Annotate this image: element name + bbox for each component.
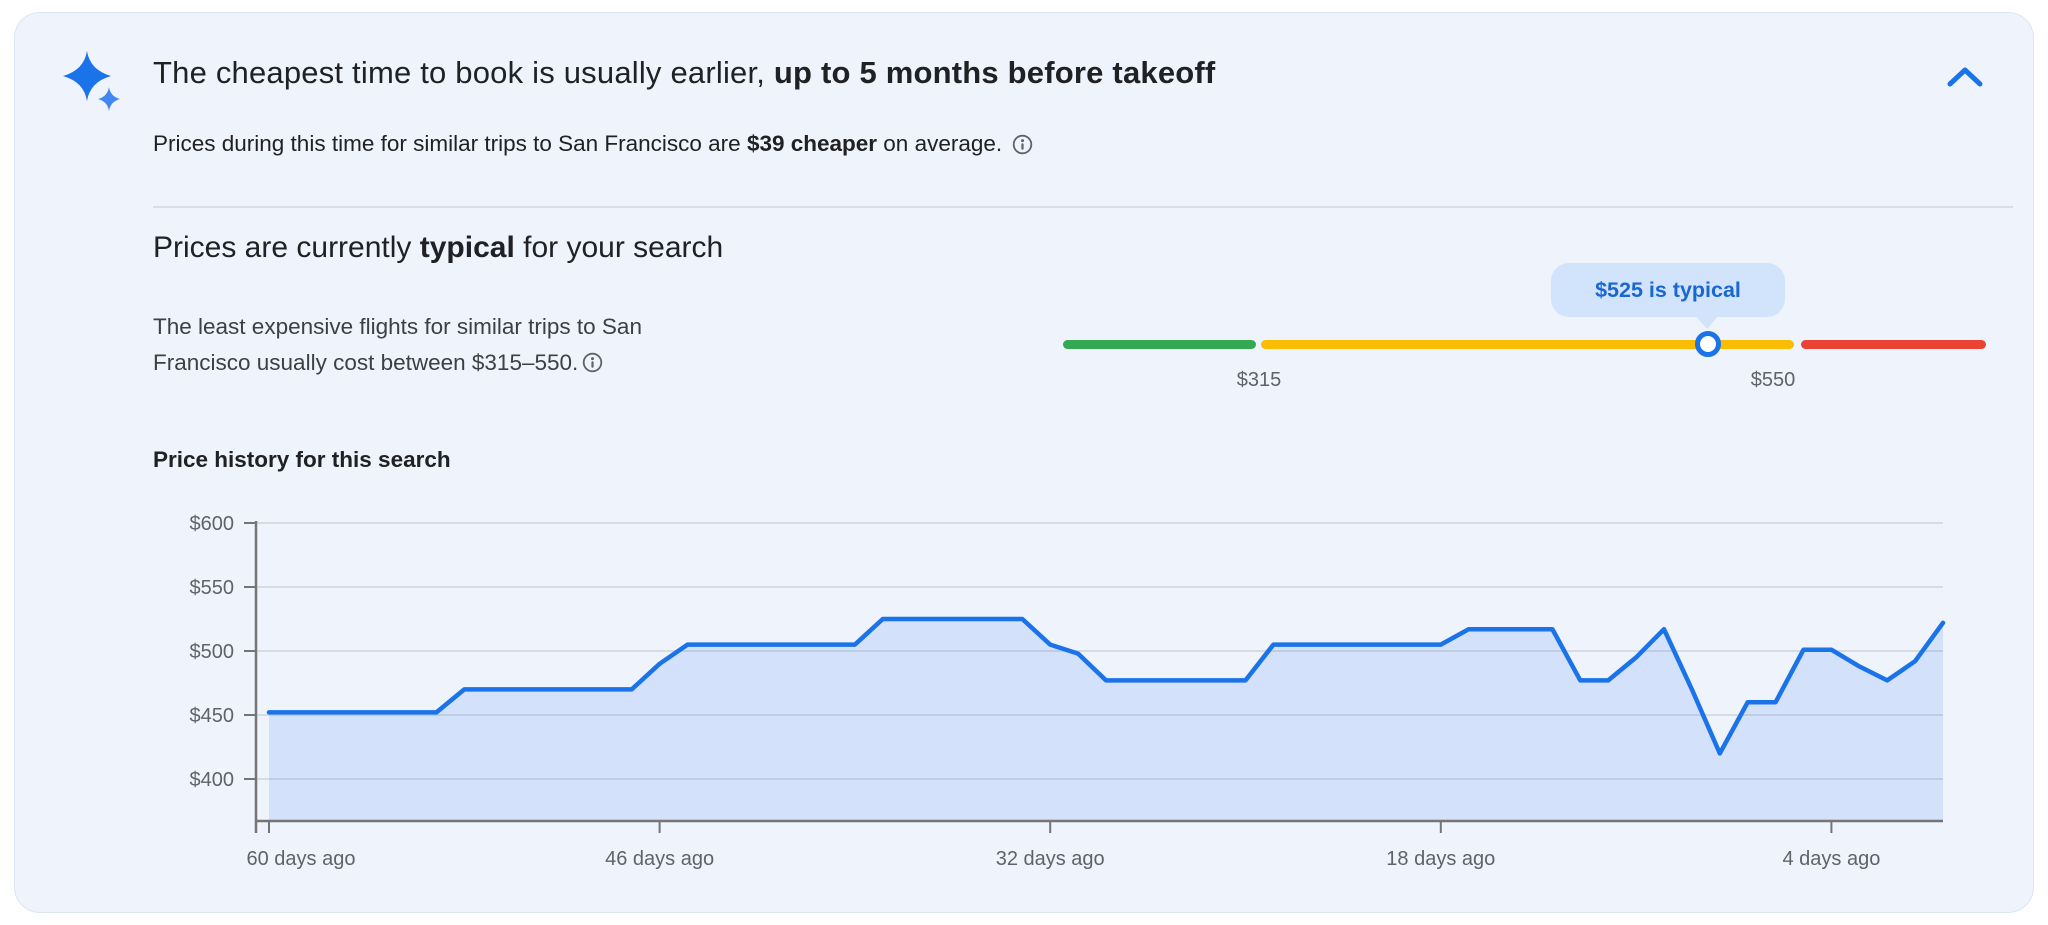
chevron-up-icon xyxy=(1947,67,1983,87)
subtitle-suffix: on average. xyxy=(877,131,1003,156)
current-price-marker xyxy=(1695,331,1721,357)
y-axis-label: $550 xyxy=(190,577,235,599)
divider xyxy=(153,206,2013,208)
heading-suffix: for your search xyxy=(514,231,724,264)
price-history-line xyxy=(266,616,1946,756)
subtitle-savings: $39 cheaper xyxy=(746,131,878,156)
subtitle-prefix: Prices during this time for similar trip… xyxy=(153,131,747,156)
collapse-button[interactable] xyxy=(1937,53,1993,101)
price-history-chart[interactable]: $600 $550 $500 $450 $400 60 days ago 46 days a… xyxy=(135,511,2015,891)
range-bar-low-segment xyxy=(1063,340,1256,349)
price-history-heading: Price history for this search xyxy=(153,447,451,472)
range-high-label: $550 xyxy=(1750,369,1796,391)
typical-price-tooltip: $525 is typical xyxy=(1551,263,1785,317)
x-axis-label: 60 days ago xyxy=(247,848,356,870)
range-bar-high-segment xyxy=(1801,340,1986,349)
insight-title-regular: The cheapest time to book is usually ear… xyxy=(153,55,774,90)
price-level-description: The least expensive flights for similar … xyxy=(153,309,733,381)
info-icon[interactable] xyxy=(1012,134,1033,155)
y-axis-label: $500 xyxy=(190,641,235,663)
y-axis-label: $400 xyxy=(190,769,235,791)
price-level-heading: Prices are currently typical for your se… xyxy=(153,231,723,265)
y-axis-label: $600 xyxy=(190,513,235,535)
x-axis-label: 4 days ago xyxy=(1782,848,1880,870)
insight-subtitle-text: Prices during this time for similar trip… xyxy=(153,131,1002,157)
heading-level: typical xyxy=(419,231,515,264)
range-low-label: $315 xyxy=(1236,369,1282,391)
x-axis-label: 18 days ago xyxy=(1386,848,1495,870)
insight-title-bold: up to 5 months before takeoff xyxy=(773,55,1216,90)
heading-prefix: Prices are currently xyxy=(153,231,420,264)
price-history-area xyxy=(269,619,1943,821)
description-text: The least expensive flights for similar … xyxy=(153,314,642,375)
tooltip-pointer xyxy=(1695,315,1719,329)
price-insights-card: The cheapest time to book is usually ear… xyxy=(14,12,2034,913)
x-axis-label: 32 days ago xyxy=(996,848,1105,870)
x-axis-label: 46 days ago xyxy=(605,848,714,870)
insight-title: The cheapest time to book is usually ear… xyxy=(153,55,1215,91)
info-icon[interactable] xyxy=(582,352,603,373)
insight-subtitle: Prices during this time for similar trip… xyxy=(153,131,1033,157)
y-axis-label: $450 xyxy=(190,705,235,727)
sparkle-icon xyxy=(63,51,120,111)
range-bar-typical-segment xyxy=(1261,340,1794,349)
